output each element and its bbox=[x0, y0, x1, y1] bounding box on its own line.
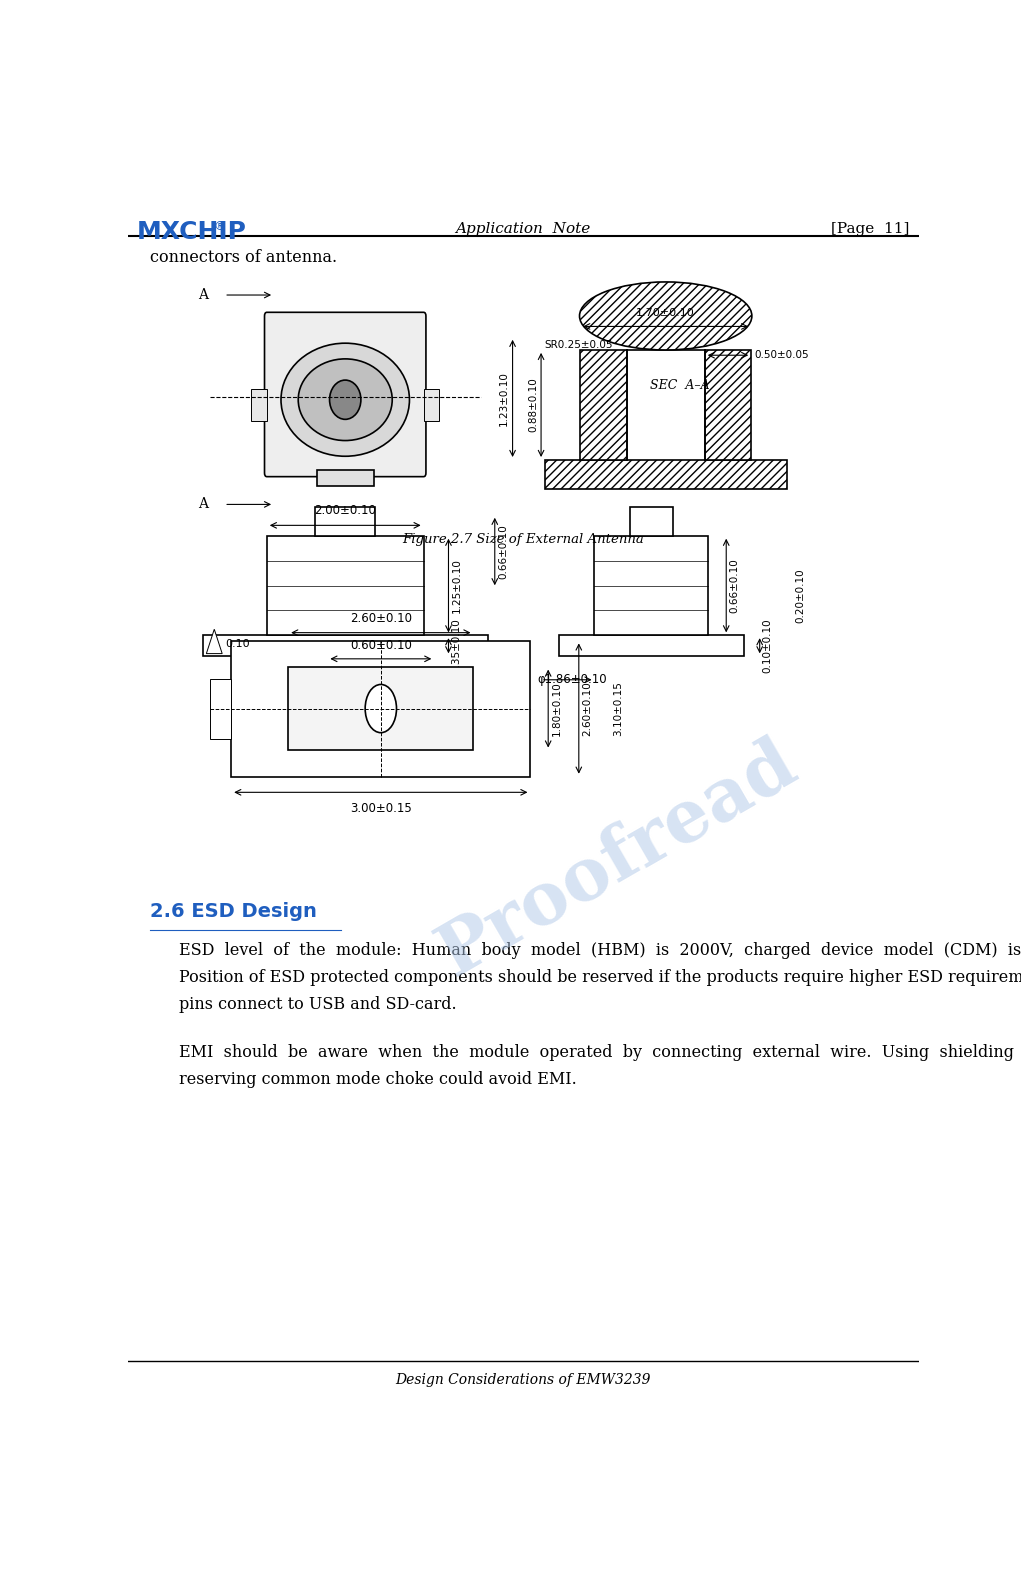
Text: ESD  level  of  the  module:  Human  body  model  (HBM)  is  2000V,  charged  de: ESD level of the module: Human body mode… bbox=[179, 942, 1021, 960]
Text: 0.50±0.05: 0.50±0.05 bbox=[755, 351, 809, 360]
Bar bbox=[203, 636, 488, 656]
Bar bbox=[232, 640, 530, 776]
Text: Application  Note: Application Note bbox=[455, 221, 591, 236]
Text: 3.00±0.15: 3.00±0.15 bbox=[350, 802, 411, 816]
Text: 0.60±0.10: 0.60±0.10 bbox=[350, 639, 411, 651]
Ellipse shape bbox=[298, 359, 392, 441]
Bar bbox=[594, 536, 709, 636]
Text: MXCHIP: MXCHIP bbox=[137, 220, 247, 243]
Ellipse shape bbox=[580, 281, 751, 349]
Ellipse shape bbox=[330, 379, 360, 419]
Text: Position of ESD protected components should be reserved if the products require : Position of ESD protected components sho… bbox=[179, 969, 1021, 987]
Text: pins connect to USB and SD-card.: pins connect to USB and SD-card. bbox=[179, 996, 456, 1012]
Text: 3.10±0.15: 3.10±0.15 bbox=[614, 681, 623, 737]
Text: Figure 2.7 Size of External Antenna: Figure 2.7 Size of External Antenna bbox=[402, 533, 644, 545]
Text: Proofread: Proofread bbox=[427, 729, 810, 990]
Bar bbox=[315, 508, 375, 536]
Text: 0.66±0.10: 0.66±0.10 bbox=[498, 525, 507, 579]
Bar bbox=[704, 349, 751, 460]
Bar bbox=[630, 508, 673, 536]
Text: A: A bbox=[198, 288, 208, 302]
Text: 1.23±0.10: 1.23±0.10 bbox=[498, 372, 508, 425]
Text: 1.80±0.10: 1.80±0.10 bbox=[551, 681, 562, 735]
Polygon shape bbox=[206, 629, 223, 653]
Bar bbox=[558, 636, 744, 656]
Text: SEC  A–A: SEC A–A bbox=[650, 379, 710, 392]
Text: 2.60±0.10: 2.60±0.10 bbox=[582, 681, 592, 735]
Text: connectors of antenna.: connectors of antenna. bbox=[150, 250, 337, 266]
Text: 0.66±0.10: 0.66±0.10 bbox=[729, 558, 739, 613]
Text: 1.70±0.10: 1.70±0.10 bbox=[636, 308, 695, 318]
Text: 0.20±0.10: 0.20±0.10 bbox=[795, 569, 806, 623]
Text: 2.00±0.10: 2.00±0.10 bbox=[314, 504, 376, 517]
Text: [Page  11]: [Page 11] bbox=[831, 221, 910, 236]
Bar bbox=[210, 678, 232, 738]
Bar bbox=[580, 349, 627, 460]
Bar bbox=[424, 389, 439, 421]
Bar bbox=[251, 389, 266, 421]
Text: A: A bbox=[198, 498, 208, 511]
Text: EMI  should  be  aware  when  the  module  operated  by  connecting  external  w: EMI should be aware when the module oper… bbox=[179, 1045, 1021, 1061]
Bar bbox=[544, 460, 787, 489]
Bar bbox=[288, 667, 474, 751]
Text: 0.10±0.10: 0.10±0.10 bbox=[763, 618, 773, 674]
Text: 0.35±0.10: 0.35±0.10 bbox=[451, 618, 461, 674]
Text: ®: ® bbox=[213, 220, 226, 232]
Bar bbox=[266, 536, 424, 636]
FancyBboxPatch shape bbox=[264, 313, 426, 476]
Text: 0.88±0.10: 0.88±0.10 bbox=[528, 378, 538, 432]
Circle shape bbox=[366, 685, 396, 732]
Text: 2.6 ESD Design: 2.6 ESD Design bbox=[150, 901, 317, 920]
Text: Design Considerations of EMW3239: Design Considerations of EMW3239 bbox=[395, 1372, 651, 1387]
Text: 1.25±0.10: 1.25±0.10 bbox=[451, 558, 461, 613]
Text: 0.10: 0.10 bbox=[226, 639, 250, 648]
Text: reserving common mode choke could avoid EMI.: reserving common mode choke could avoid … bbox=[179, 1070, 577, 1088]
Text: 2.60±0.10: 2.60±0.10 bbox=[350, 612, 411, 626]
Bar bbox=[302, 656, 345, 664]
Ellipse shape bbox=[281, 343, 409, 457]
Bar bbox=[317, 471, 374, 485]
Text: φ1.86±0.10: φ1.86±0.10 bbox=[537, 674, 607, 686]
Text: SR0.25±0.05: SR0.25±0.05 bbox=[544, 340, 614, 349]
